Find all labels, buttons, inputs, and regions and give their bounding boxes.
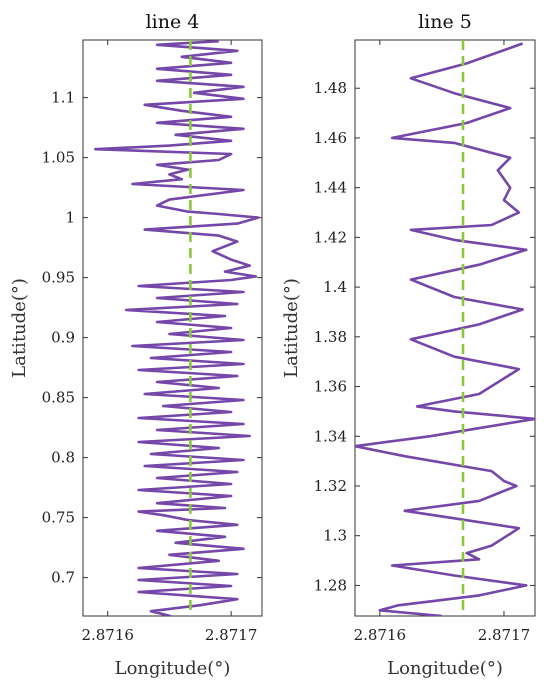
chart-title: line 4: [146, 11, 200, 33]
trajectory-line: [94, 40, 260, 616]
y-tick-label: 1.1: [51, 89, 75, 107]
y-tick-label: 1.42: [314, 228, 347, 246]
y-tick-label: 1.32: [314, 477, 347, 495]
y-tick-label: 1.38: [314, 328, 347, 346]
y-tick-label: 1.44: [314, 179, 347, 197]
x-axis-label: Longitude(°): [115, 658, 231, 679]
plot-frame: [82, 39, 263, 617]
x-tick-label: 2.8716: [81, 626, 134, 644]
y-tick-label: 1.36: [314, 378, 347, 396]
y-tick-label: 1.48: [314, 79, 347, 97]
y-tick-label: 0.75: [42, 509, 75, 527]
y-tick-label: 1.4: [323, 278, 347, 296]
plot-frame: [354, 39, 536, 617]
y-tick-label: 1.05: [42, 149, 75, 167]
y-tick-label: 0.85: [42, 389, 75, 407]
panel-line-5: line 5 1.28 1.3 1.32 1.34 1.36 1.38 1.4 1.42 1.44…: [281, 11, 536, 679]
y-tick-label: 0.8: [51, 449, 75, 467]
chart-title: line 5: [418, 11, 472, 33]
x-axis-label: Longitude(°): [387, 658, 503, 679]
trajectory-line: [355, 42, 535, 616]
y-tick-label: 0.9: [51, 329, 75, 347]
y-tick-label: 0.95: [42, 269, 75, 287]
y-tick-label: 0.7: [51, 569, 75, 587]
x-tick-label: 2.8717: [478, 626, 531, 644]
x-tick-label: 2.8716: [354, 626, 407, 644]
y-axis-label: Latitude(°): [9, 278, 30, 378]
x-tick-label: 2.8717: [205, 626, 258, 644]
y-tick-label: 1.28: [314, 576, 347, 594]
y-tick-label: 1.46: [314, 129, 347, 147]
y-tick-label: 1.3: [323, 527, 347, 545]
y-tick-label: 1.34: [314, 427, 347, 445]
panel-line-4: line 4 0.7 0.75 0.8 0.85 0.9 0.95 1 1.05 1.1 2.871…: [9, 11, 263, 679]
y-tick-label: 1: [65, 209, 75, 227]
y-axis-label: Latitude(°): [281, 278, 302, 378]
